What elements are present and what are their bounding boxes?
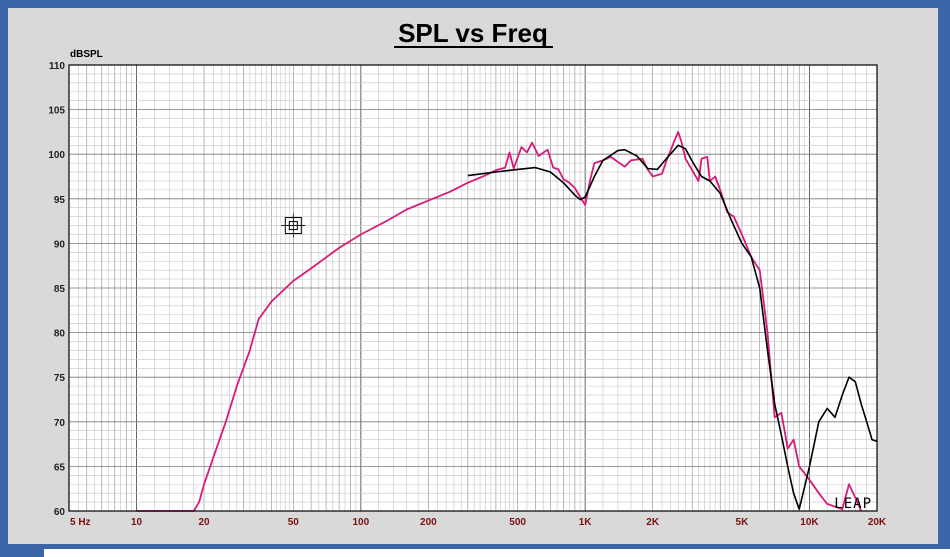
leap-logo: LEAP <box>834 496 872 512</box>
x-tick-label: 100 <box>352 517 369 528</box>
x-tick-label: 1K <box>579 517 593 528</box>
x-tick-label: 10 <box>131 517 143 528</box>
plot-border <box>68 64 878 512</box>
x-tick-label: 20K <box>868 517 887 528</box>
x-tick-label: 50 <box>288 517 300 528</box>
x-tick-label: 20 <box>198 517 210 528</box>
y-tick-label: 70 <box>54 418 66 429</box>
x-tick-label: 200 <box>420 517 437 528</box>
x-tick-label: 2K <box>646 517 660 528</box>
y-tick-label: 90 <box>54 239 66 250</box>
y-tick-label: 80 <box>54 329 66 340</box>
y-tick-label: 60 <box>54 507 66 518</box>
x-ticks: 5 Hz 10 20 50 100 200 500 1K 2K 5K 10K 20K <box>70 517 887 528</box>
cursor-marker[interactable] <box>281 213 306 238</box>
y-tick-label: 65 <box>54 462 66 473</box>
y-tick-label: 75 <box>54 373 66 384</box>
y-tick-label: 105 <box>48 106 65 117</box>
bottom-strip <box>44 549 950 557</box>
series-group <box>136 131 878 512</box>
y-tick-label: 100 <box>48 150 65 161</box>
x-tick-label: 500 <box>509 517 526 528</box>
y-ticks: 60 65 70 75 80 85 90 95 100 105 110 <box>48 61 65 518</box>
x-tick-label: 10K <box>800 517 819 528</box>
y-tick-label: 85 <box>54 284 66 295</box>
y-tick-label: 110 <box>49 61 66 72</box>
x-tick-label: 5 Hz <box>70 517 91 528</box>
y-axis-label: dBSPL <box>70 49 103 60</box>
series-line-1 <box>136 131 863 512</box>
series-line-2 <box>467 144 878 510</box>
y-tick-label: 95 <box>54 195 66 206</box>
x-tick-label: 5K <box>736 517 750 528</box>
chart-title: SPL vs Freq <box>398 18 548 48</box>
